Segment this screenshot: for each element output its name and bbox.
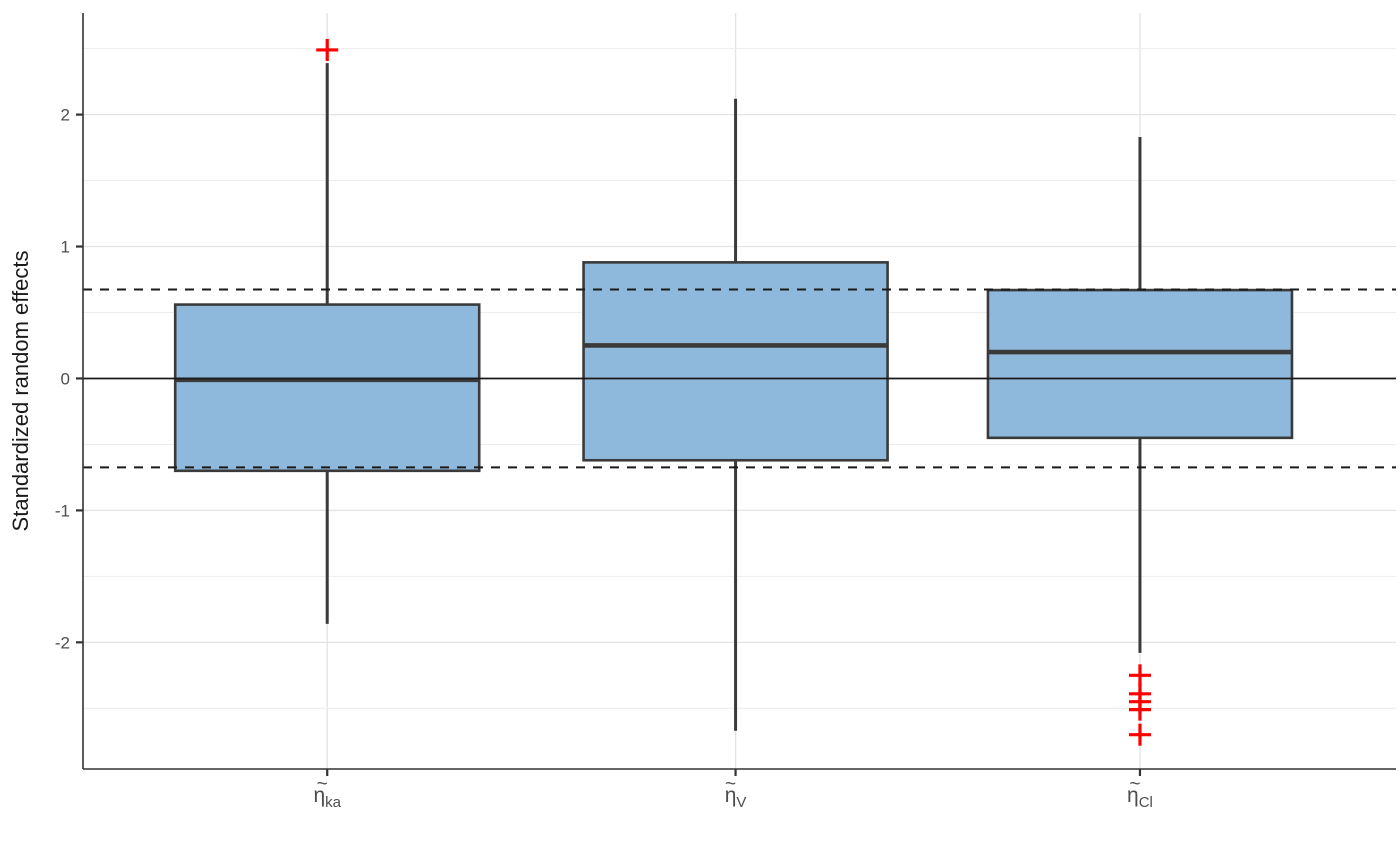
x-category-label-tilde: ~ <box>317 774 328 795</box>
x-category-label-tilde: ~ <box>1129 774 1140 795</box>
x-category-label: ηCl <box>1127 784 1153 811</box>
y-tick-label: -2 <box>55 633 70 652</box>
y-tick-label: 2 <box>61 106 70 125</box>
x-category-label: ηV <box>725 784 747 811</box>
box-eta_Cl <box>986 288 1294 440</box>
box-eta_V <box>582 261 889 462</box>
y-tick-label: 0 <box>61 369 70 388</box>
box-eta_ka <box>173 303 481 473</box>
x-category-label-tilde: ~ <box>725 774 736 795</box>
y-tick-label: 1 <box>61 238 70 257</box>
x-category-label: ηka <box>313 784 341 811</box>
y-tick-label: -1 <box>55 501 70 520</box>
y-axis-title: Standardized random effects <box>8 251 33 532</box>
